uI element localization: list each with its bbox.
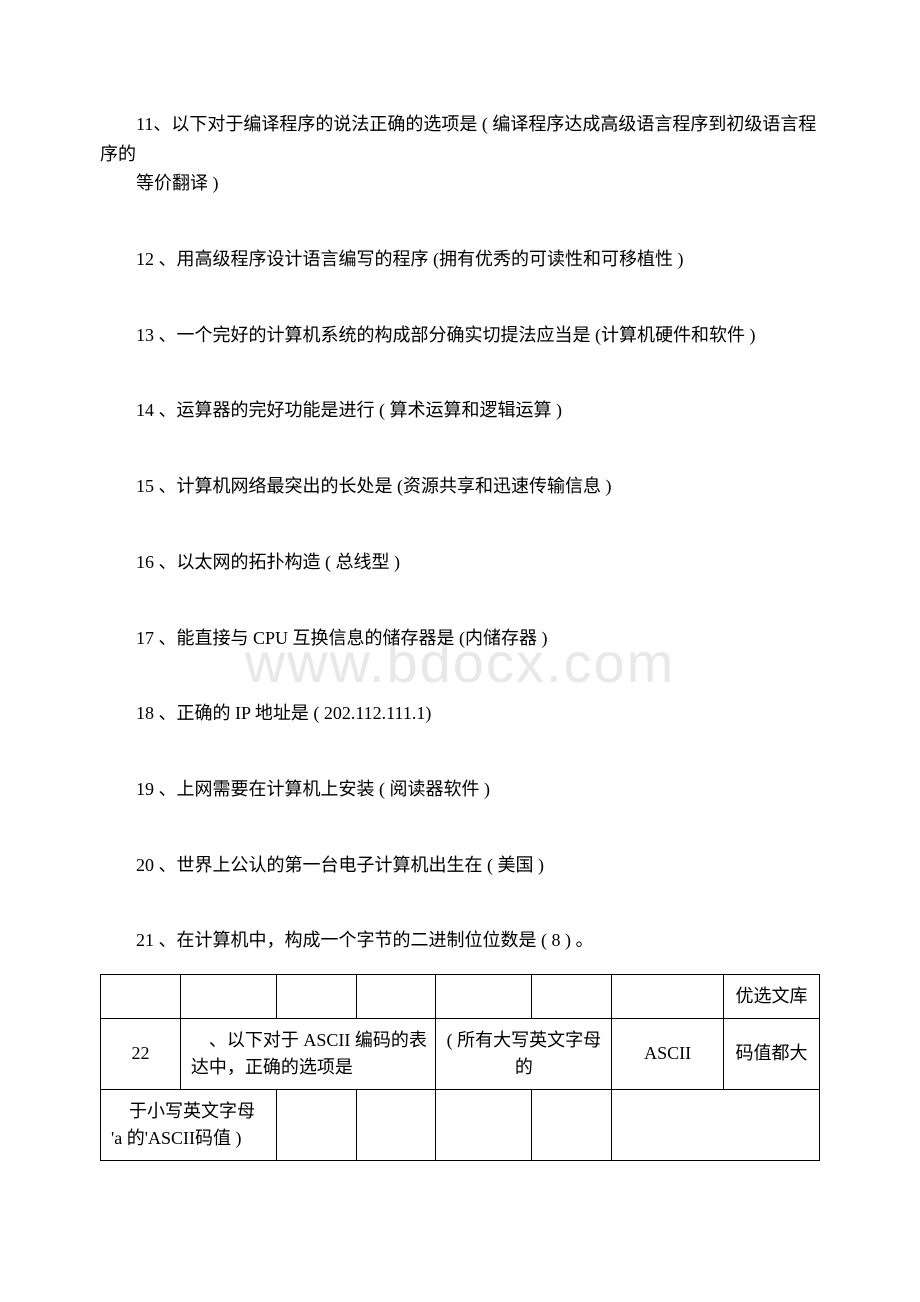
table-cell — [356, 1089, 436, 1160]
table-cell: 22 — [101, 1018, 181, 1089]
table-cell — [532, 1089, 612, 1160]
document-body: 11、以下对于编译程序的说法正确的选项是 ( 编译程序达成高级语言程序到初级语言… — [100, 110, 820, 1161]
table-row: 22 、以下对于 ASCII 编码的表达中，正确的选项是 ( 所有大写英文字母的… — [101, 1018, 820, 1089]
question-22-table: 优选文库 22 、以下对于 ASCII 编码的表达中，正确的选项是 ( 所有大写… — [100, 974, 820, 1161]
table-cell — [180, 974, 276, 1018]
question-11-line2: 等价翻译 ) — [100, 169, 820, 199]
question-12: 12 、用高级程序设计语言编写的程序 (拥有优秀的可读性和可移植性 ) — [100, 245, 820, 275]
question-21: 21 、在计算机中，构成一个字节的二进制位位数是 ( 8 ) 。 — [100, 926, 820, 956]
question-14: 14 、运算器的完好功能是进行 ( 算术运算和逻辑运算 ) — [100, 396, 820, 426]
question-17: 17 、能直接与 CPU 互换信息的储存器是 (内储存器 ) — [100, 624, 820, 654]
table-cell — [356, 974, 436, 1018]
table-cell: 优选文库 — [724, 974, 820, 1018]
question-16: 16 、以太网的拓扑构造 ( 总线型 ) — [100, 548, 820, 578]
table-cell — [436, 1089, 532, 1160]
table-row: 于小写英文字母 'a 的'ASCII码值 ) — [101, 1089, 820, 1160]
table-cell: 于小写英文字母 'a 的'ASCII码值 ) — [101, 1089, 277, 1160]
table-cell: 、以下对于 ASCII 编码的表达中，正确的选项是 — [180, 1018, 436, 1089]
table-cell: 码值都大 — [724, 1018, 820, 1089]
question-15: 15 、计算机网络最突出的长处是 (资源共享和迅速传输信息 ) — [100, 472, 820, 502]
table-cell — [612, 974, 724, 1018]
table-cell: ASCII — [612, 1018, 724, 1089]
table-row: 优选文库 — [101, 974, 820, 1018]
question-20: 20 、世界上公认的第一台电子计算机出生在 ( 美国 ) — [100, 851, 820, 881]
question-11-line1: 11、以下对于编译程序的说法正确的选项是 ( 编译程序达成高级语言程序到初级语言… — [100, 110, 820, 169]
table-cell — [532, 974, 612, 1018]
table-cell — [436, 974, 532, 1018]
question-13: 13 、一个完好的计算机系统的构成部分确实切提法应当是 (计算机硬件和软件 ) — [100, 321, 820, 351]
table-cell — [276, 974, 356, 1018]
table-cell — [276, 1089, 356, 1160]
question-19: 19 、上网需要在计算机上安装 ( 阅读器软件 ) — [100, 775, 820, 805]
table-cell — [612, 1089, 820, 1160]
question-18: 18 、正确的 IP 地址是 ( 202.112.111.1) — [100, 699, 820, 729]
table-cell — [101, 974, 181, 1018]
table-cell: ( 所有大写英文字母的 — [436, 1018, 612, 1089]
